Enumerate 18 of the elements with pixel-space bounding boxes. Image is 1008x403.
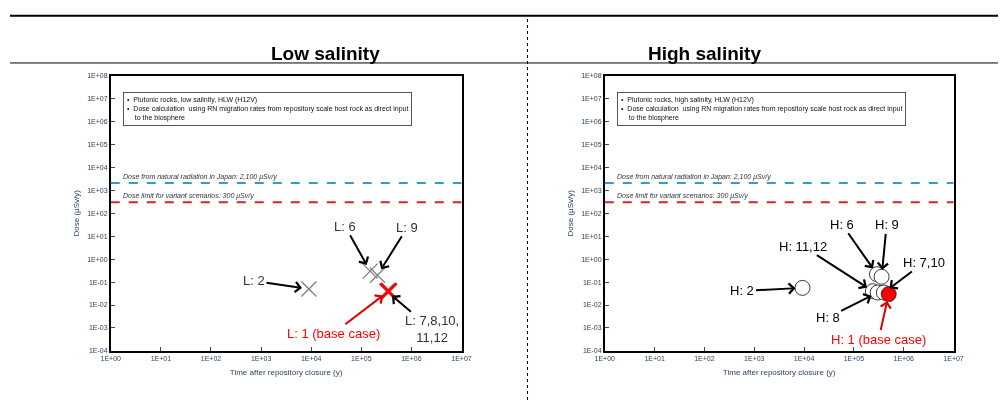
text: H: 8 <box>816 310 840 325</box>
chart-title: Low salinity <box>271 43 381 64</box>
text: H: 2 <box>730 283 754 298</box>
x-axis-title: Time after repository closure (y) <box>229 367 343 377</box>
text: L: 1 (base case) <box>287 326 381 341</box>
text: L: 9 <box>396 220 418 235</box>
series-label: L: 7,8,10, 11,12 <box>405 313 460 345</box>
text: L: 6 <box>334 219 356 234</box>
text: H: 11,12 <box>779 239 828 254</box>
y-axis-title: Dose (μSv/y) <box>566 189 576 237</box>
text: H: 1 (base case) <box>831 332 927 347</box>
text: L: 2 <box>243 273 265 288</box>
series-label: H: 7,10 <box>903 255 945 270</box>
text: H: 9 <box>875 217 899 232</box>
text: H: 6 <box>830 217 854 232</box>
y-axis-title: Dose (μSv/y) <box>72 189 82 237</box>
chart-title: High salinity <box>648 43 762 64</box>
x-axis-title: Time after repository closure (y) <box>722 367 836 377</box>
